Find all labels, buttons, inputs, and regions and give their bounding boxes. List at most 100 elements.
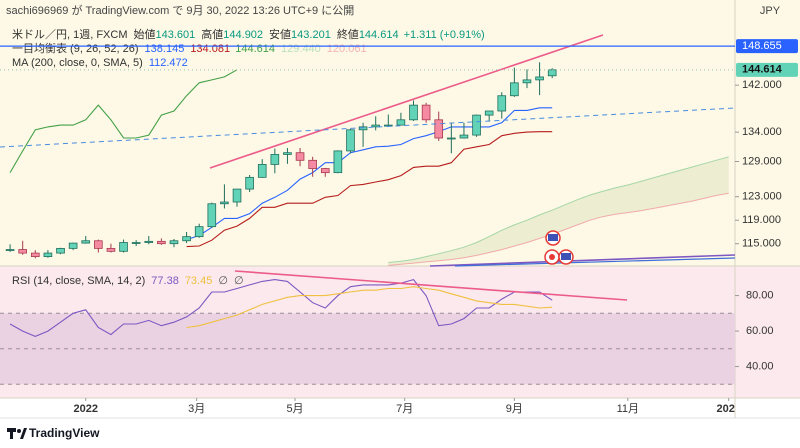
header-text: sachi696969 が TradingView.com で 9月 30, 2… <box>6 3 354 17</box>
candle-body <box>56 247 65 254</box>
y-tick-label: 129.000 <box>742 155 782 167</box>
legend-item: ∅ <box>234 275 244 287</box>
candle-body <box>94 240 103 249</box>
candle-body <box>207 203 217 228</box>
legend-item: 終値 <box>337 27 359 41</box>
legend-item: 安値 <box>269 27 291 41</box>
legend-line: RSI (14, close, SMA, 14, 2) 77.38 73.45 ∅ ∅ <box>12 275 244 287</box>
x-tick-label: 5月 <box>286 403 303 415</box>
indicator-line <box>186 131 553 248</box>
candle-body <box>283 152 292 155</box>
legend-item: 一目均衡表 (9, 26, 52, 26) <box>12 41 139 55</box>
candle-body <box>68 242 78 249</box>
candle-body <box>371 124 381 128</box>
main-pane-bg <box>0 0 800 266</box>
y-tick-label: 142.000 <box>742 79 782 91</box>
bottom-bg <box>0 398 800 448</box>
hline-label-bg <box>736 39 798 54</box>
currency: JPY <box>760 5 781 17</box>
candle-body <box>472 114 481 136</box>
candle-body <box>409 104 418 121</box>
x-tick-label: 9月 <box>506 403 523 415</box>
indicator-line <box>186 107 553 241</box>
candle-body <box>547 69 557 77</box>
candle-body <box>5 249 15 251</box>
legend-item: 134.081 <box>190 43 230 55</box>
x-axis-layer: 2022 3月 5月 7月 9月 11月 2023 <box>73 398 740 415</box>
candle-body <box>510 82 519 97</box>
x-tick-label: 2023 <box>716 403 740 415</box>
candle-body <box>157 240 166 245</box>
candle-body <box>81 240 91 244</box>
candle-body <box>270 154 280 165</box>
trend-line <box>454 257 736 267</box>
legend-item: 143.601 <box>156 29 196 41</box>
candle-body <box>497 95 507 112</box>
cloud <box>388 156 729 266</box>
x-tick-label: 11月 <box>617 403 639 415</box>
legend: 米ドル／円, 1週, FXCM 始値143.601 高値144.902 安値143.2… <box>12 27 485 287</box>
candle-body <box>169 240 179 245</box>
legend-item: 始値 <box>134 27 156 41</box>
last-price-label-bg <box>736 62 798 77</box>
candle-body <box>346 129 355 152</box>
candle-body <box>484 110 494 116</box>
indicator-line <box>9 278 553 337</box>
main-layer <box>5 62 729 266</box>
indicator-line <box>9 69 238 173</box>
legend-item: 144.902 <box>223 29 263 41</box>
y-tick-label: 119.000 <box>742 214 781 226</box>
legend-item: +1.311 (+0.91%) <box>404 29 485 41</box>
indicator-line <box>388 156 729 263</box>
rsi-y-tick-label: 60.00 <box>746 325 774 337</box>
candle-body <box>232 188 242 203</box>
candle-body <box>131 242 141 244</box>
indicator-line <box>186 286 553 329</box>
candle-body <box>182 236 191 242</box>
last-price-label: 144.614 <box>742 64 783 76</box>
candle-body <box>119 242 128 252</box>
legend-line: MA (200, close, 0, SMA, 5) 112.472 <box>12 57 188 69</box>
candle-body <box>396 119 406 126</box>
legend-item: 77.38 <box>151 275 179 287</box>
legend-item: 129.440 <box>281 43 321 55</box>
rsi-trend-line <box>234 270 628 301</box>
legend-item: MA (200, close, 0, SMA, 5) <box>12 57 143 69</box>
candle-body <box>459 134 469 139</box>
rsi-y-tick-label: 80.00 <box>746 289 774 301</box>
candle-body <box>295 152 305 161</box>
channel-line <box>0 107 736 148</box>
candle-body <box>535 76 544 81</box>
trend-line <box>209 34 604 169</box>
legend-item: 144.614 <box>359 29 399 41</box>
legend-item: 112.472 <box>149 57 188 69</box>
x-tick-label: 7月 <box>396 403 413 415</box>
candle-body <box>30 252 40 258</box>
candle-body <box>194 226 204 238</box>
candle-body <box>245 176 254 190</box>
rsi-y-tick-label: 40.00 <box>746 360 774 372</box>
legend-item: 144.614 <box>235 43 275 55</box>
legend-item: 120.061 <box>327 43 367 55</box>
candle-body <box>220 201 229 205</box>
y-tick-label: 134.000 <box>742 126 782 138</box>
candle-body <box>447 137 456 140</box>
candle-body <box>358 126 368 131</box>
candle-body <box>421 104 431 121</box>
candle-body <box>257 164 267 178</box>
trend-line <box>429 254 736 267</box>
candle-body <box>308 159 317 169</box>
footer-logo-text: TradingView <box>29 426 100 440</box>
candle-body <box>43 252 53 258</box>
legend-item: 143.201 <box>291 29 331 41</box>
event-icons <box>544 230 574 265</box>
candle-body <box>333 150 343 174</box>
indicator-line <box>388 192 729 266</box>
x-tick-label: 2022 <box>73 403 97 415</box>
candle-body <box>18 249 28 254</box>
legend-item: ∅ <box>218 275 228 287</box>
candle-body <box>106 247 116 252</box>
candle-body <box>320 168 330 174</box>
